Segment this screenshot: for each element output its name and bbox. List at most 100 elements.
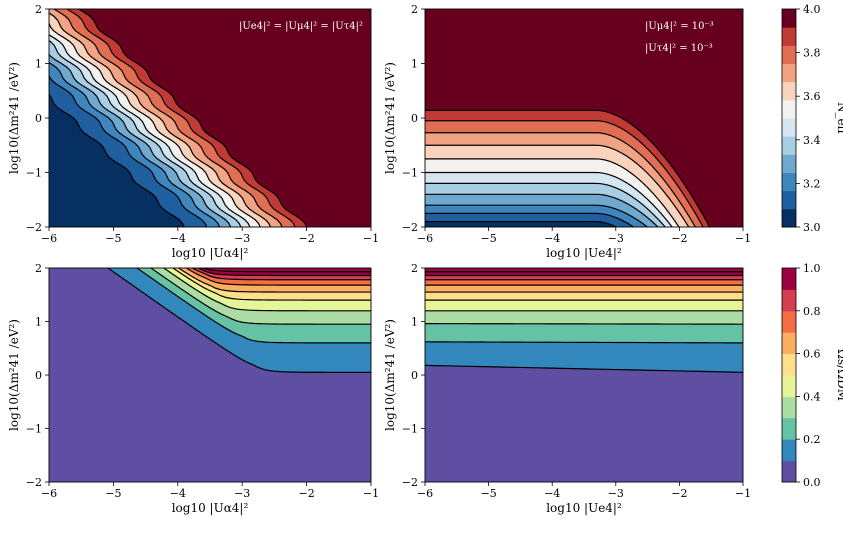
contour-line: [425, 212, 635, 227]
colorbar-label: N_eff: [835, 102, 843, 136]
y-axis-label: log10(Δm²41 /eV²): [7, 319, 21, 431]
x-tick-label: −2: [298, 232, 314, 245]
colorbar-segment: [782, 396, 796, 419]
colorbar-tick-label: 0.0: [803, 476, 821, 489]
y-tick-label: 2: [411, 262, 418, 275]
contour-line: [425, 204, 649, 227]
panel-top-left: −6 −5 −4 −3 −2 −1 −2 −1 0 1 2 log10 |Uα4|² log10(Δm²…: [7, 3, 379, 260]
y-tick-label: −1: [402, 423, 418, 436]
x-tick-label: −5: [105, 232, 121, 245]
colorbar-tick-label: 0.2: [803, 433, 821, 446]
contour-line: [425, 341, 743, 344]
colorbar-segment: [782, 310, 796, 333]
contour-line: [49, 22, 261, 227]
band-3: [425, 310, 743, 325]
y-tick-label: 0: [35, 369, 42, 382]
contour-line: [425, 171, 673, 227]
panel-top-right: −6 −5 −4 −3 −2 −1 −2 −1 0 1 2 log10 |Ue4|² log10(Δm²…: [383, 3, 751, 260]
y-axis-label: log10(Δm²41 /eV²): [383, 319, 397, 431]
contour-line: [106, 268, 371, 373]
colorbar-segment: [782, 172, 796, 192]
contour-line: [78, 9, 308, 227]
band-8: [191, 268, 371, 281]
y-tick-label: 2: [35, 3, 42, 16]
contour-line: [185, 268, 371, 286]
contour-line: [49, 93, 185, 227]
contour-line: [135, 268, 371, 344]
colorbar-segment: [782, 332, 796, 355]
band-6: [178, 268, 371, 293]
colorbar-segment: [782, 99, 796, 119]
band-5: [425, 291, 743, 301]
annotation-text: |Uμ4|² = 10⁻³: [645, 21, 714, 32]
colorbar-neff: 3.0 3.2 3.4 3.6 3.8 4.0 N_eff: [781, 3, 843, 234]
colorbar-tick-label: 1.0: [803, 262, 821, 275]
x-tick-label: −6: [41, 487, 57, 500]
x-tick-label: −5: [480, 232, 496, 245]
x-tick-label: −4: [544, 232, 560, 245]
x-tick-label: −4: [170, 232, 186, 245]
contour-area: [49, 268, 371, 482]
colorbar-tick-label: 0.8: [803, 305, 821, 318]
contour-line: [425, 182, 666, 227]
contour-line: [49, 53, 232, 227]
x-axis-label: log10 |Uα4|²: [172, 246, 249, 260]
colorbar-segment: [782, 9, 796, 28]
contour-line: [425, 132, 697, 227]
x-tick-label: −2: [671, 232, 687, 245]
contour-line: [149, 268, 371, 325]
colorbar-tick-label: 3.6: [803, 90, 821, 103]
y-tick-label: 2: [35, 262, 42, 275]
annotation-text: |Ue4|² = |Uμ4|² = |Uτ4|²: [239, 21, 363, 32]
colorbar-segment: [782, 63, 796, 83]
annotation-text: |Uτ4|² = 10⁻³: [645, 43, 713, 54]
y-tick-label: 1: [35, 316, 42, 329]
colorbar-segment: [782, 136, 796, 155]
colorbar-segment: [782, 208, 796, 228]
x-tick-label: −4: [170, 487, 186, 500]
colorbar-segment: [782, 190, 796, 210]
band-4: [425, 299, 743, 312]
x-tick-label: −6: [41, 232, 57, 245]
band-8: [425, 275, 743, 281]
x-tick-label: −3: [608, 232, 624, 245]
y-tick-label: 0: [35, 112, 42, 125]
colorbar-frame: [781, 267, 797, 483]
contour-line: [425, 158, 680, 227]
x-tick-label: −3: [608, 487, 624, 500]
panel-bottom-left: −6 −5 −4 −3 −2 −1 −2 −1 0 1 2 log10 |Uα4|² log10(Δm²…: [7, 262, 379, 515]
y-tick-label: −1: [26, 423, 42, 436]
colorbar-segment: [782, 27, 796, 46]
contour-line: [53, 9, 283, 227]
y-tick-label: 1: [35, 58, 42, 71]
contour-line: [425, 193, 659, 227]
x-axis-label: log10 |Ue4|²: [546, 246, 622, 260]
contour-line: [162, 268, 371, 312]
x-tick-label: −1: [735, 487, 751, 500]
y-tick-label: 1: [411, 316, 418, 329]
x-tick-label: −6: [417, 232, 433, 245]
contour-area: [49, 9, 371, 227]
contour-line: [425, 120, 704, 227]
colorbar-tick-label: 0.6: [803, 348, 821, 361]
contour-line: [49, 12, 272, 227]
x-tick-label: −1: [363, 232, 379, 245]
contour-line: [66, 9, 296, 227]
contour-line: [49, 39, 242, 227]
band-7: [425, 279, 743, 286]
contour-line: [425, 323, 743, 325]
x-axis-label: log10 |Ue4|²: [546, 501, 622, 515]
band-2: [425, 323, 743, 344]
panel-bottom-right: −6 −5 −4 −3 −2 −1 −2 −1 0 1 2 log10 |Ue4|² log10(Δm²…: [383, 262, 751, 515]
x-tick-label: −1: [363, 487, 379, 500]
y-tick-label: 2: [411, 3, 418, 16]
y-tick-label: −2: [402, 221, 418, 234]
colorbar-tick-label: 3.0: [803, 221, 821, 234]
colorbar-segment: [782, 353, 796, 376]
colorbar-segment: [782, 45, 796, 64]
contour-area: [425, 268, 743, 482]
contour-line: [49, 74, 208, 227]
colorbar-segment: [782, 118, 796, 137]
colorbar-label: Ωs/ΩDM: [835, 349, 843, 401]
